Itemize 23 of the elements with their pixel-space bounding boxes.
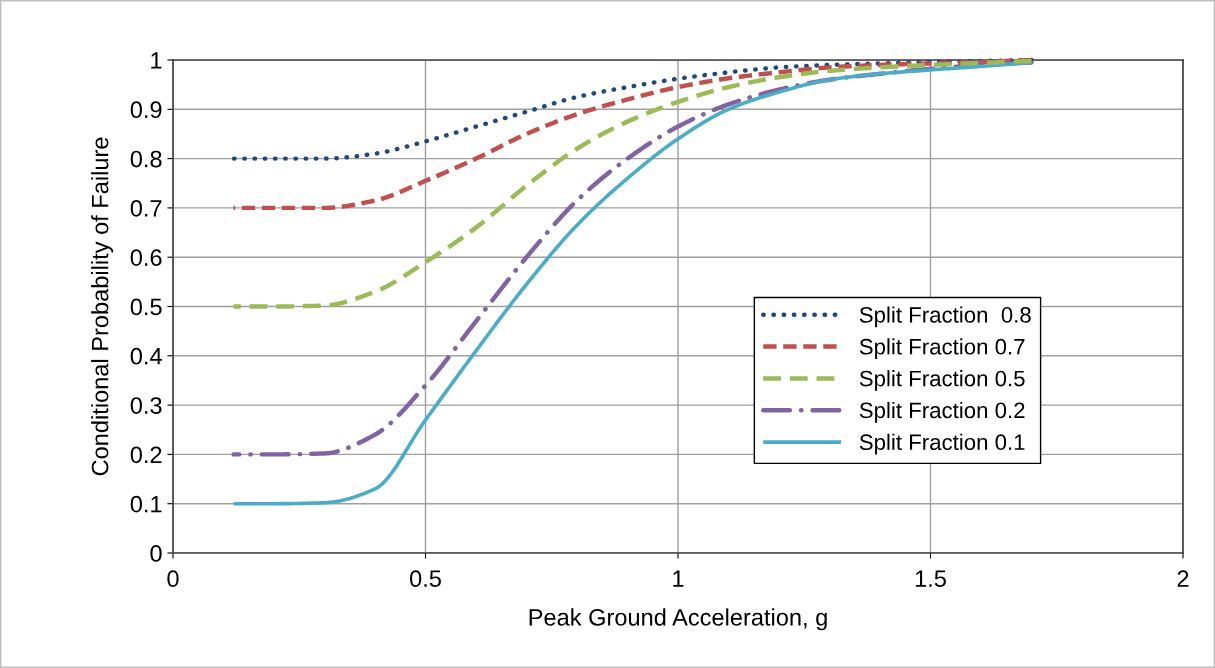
y-tick-label: 0: [150, 545, 162, 562]
legend-label: Split Fraction 0.2: [859, 401, 1025, 423]
y-axis-title: Conditional Probability of Failure: [91, 137, 114, 476]
legend-label: Split Fraction 0.8: [859, 306, 1031, 328]
legend-label: Split Fraction 0.5: [859, 370, 1025, 391]
y-tick-label: 0.3: [130, 397, 162, 414]
y-tick-label: 0.4: [130, 347, 162, 365]
y-tick-label: 0.6: [130, 249, 162, 266]
y-tick-label: 0.9: [130, 101, 162, 119]
legend-label: Split Fraction 0.1: [859, 433, 1025, 455]
legend-label: Split Fraction 0.7: [859, 338, 1025, 359]
x-tick-label: 1: [673, 570, 684, 587]
x-tick-label: 0.5: [410, 570, 441, 588]
y-tick-label: 0.1: [130, 495, 162, 513]
y-tick-label: 0.2: [130, 446, 162, 464]
x-axis-title: Peak Ground Acceleration, g: [529, 608, 827, 631]
x-tick-label: 0: [167, 570, 179, 588]
y-tick-label: 0.7: [130, 199, 162, 217]
x-tick-label: 1.5: [915, 570, 946, 588]
y-tick-label: 1: [151, 52, 162, 69]
y-tick-label: 0.5: [130, 298, 162, 316]
x-tick-label: 2: [1177, 570, 1189, 587]
y-tick-label: 0.8: [130, 150, 162, 168]
